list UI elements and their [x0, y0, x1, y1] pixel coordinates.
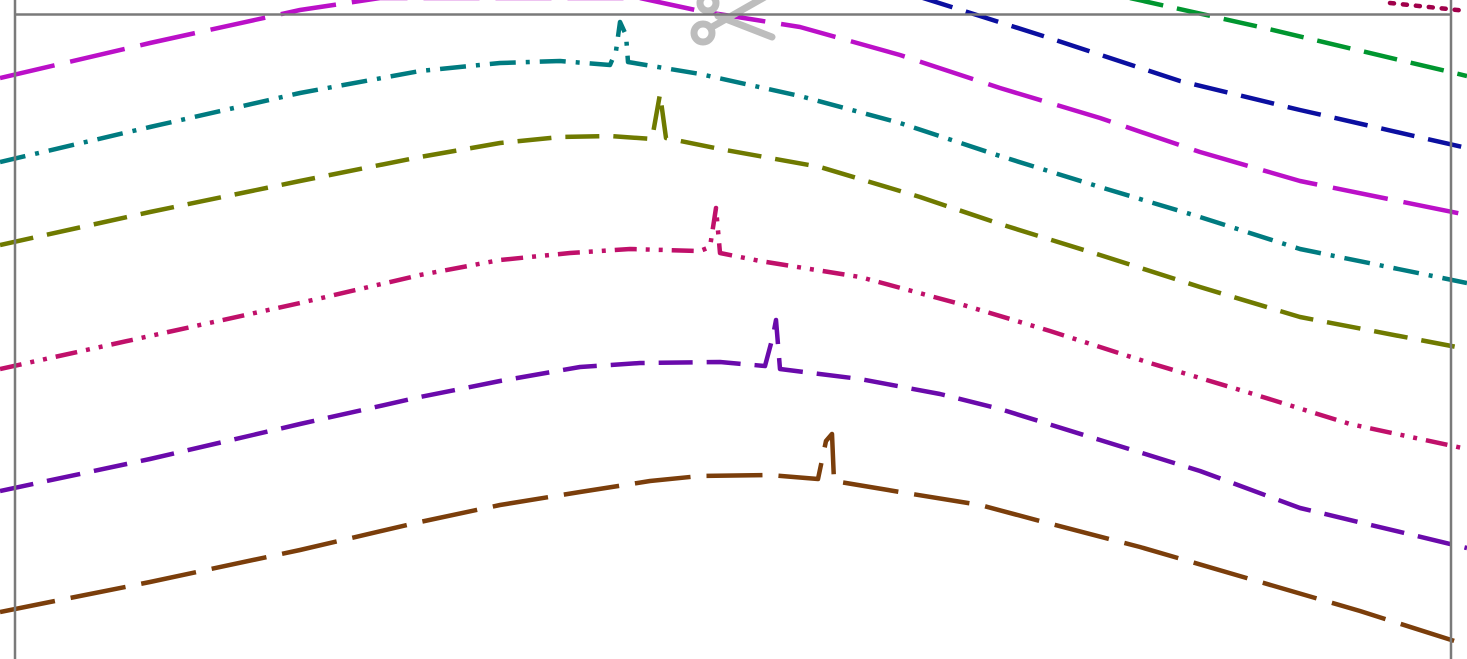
series-line-6	[0, 91, 1467, 352]
annotation-layer	[690, 0, 776, 46]
scissors-icon	[690, 0, 776, 46]
series-line-9	[0, 431, 1467, 648]
series-line-4	[0, 0, 1467, 218]
series-line-1	[1387, 0, 1467, 14]
series-line-3	[922, 0, 1467, 151]
plot-frame	[13, 0, 1453, 659]
series-line-2	[1129, 0, 1467, 79]
series-line-7	[0, 205, 1467, 452]
series-line-8	[0, 317, 1467, 551]
